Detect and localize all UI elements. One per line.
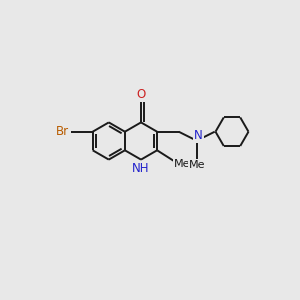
Text: Br: Br — [56, 125, 69, 138]
Text: O: O — [136, 88, 146, 101]
Text: N: N — [194, 129, 203, 142]
Text: NH: NH — [132, 161, 150, 175]
Text: Me: Me — [174, 159, 191, 170]
Text: Me: Me — [188, 160, 205, 170]
